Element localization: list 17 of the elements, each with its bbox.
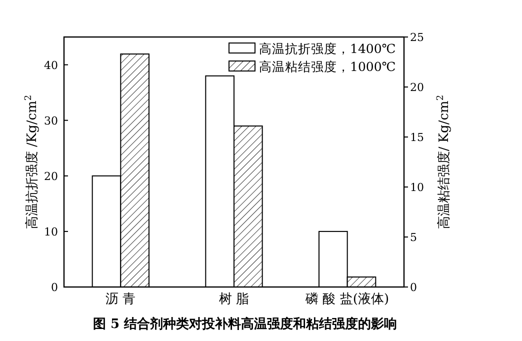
- y-tick-label: 30: [44, 114, 58, 128]
- x-tick-label: 磷 酸 盐(液体): [304, 292, 390, 307]
- y2-tick-label: 15: [410, 131, 424, 144]
- y2-tick-label: 0: [410, 281, 417, 294]
- y-tick-label: 40: [44, 58, 58, 72]
- y-tick-label: 0: [51, 281, 58, 294]
- x-tick-label: 树 脂: [218, 292, 250, 307]
- legend-label: 高温抗折强度，1400℃: [259, 41, 396, 56]
- y-tick-label: 20: [44, 170, 58, 183]
- y-tick-label: 10: [44, 225, 58, 238]
- y2-tick-label: 5: [410, 231, 417, 244]
- legend-label: 高温粘结强度，1000℃: [259, 59, 396, 74]
- x-tick-label: 沥 青: [106, 292, 136, 307]
- y2-tick-label: 10: [410, 181, 424, 194]
- y2-tick-label: 20: [410, 81, 424, 94]
- text: 图 5 结合剂种类对投补料高温强度和粘结强度的影响: [92, 316, 398, 332]
- y2-tick-label: 25: [410, 31, 424, 44]
